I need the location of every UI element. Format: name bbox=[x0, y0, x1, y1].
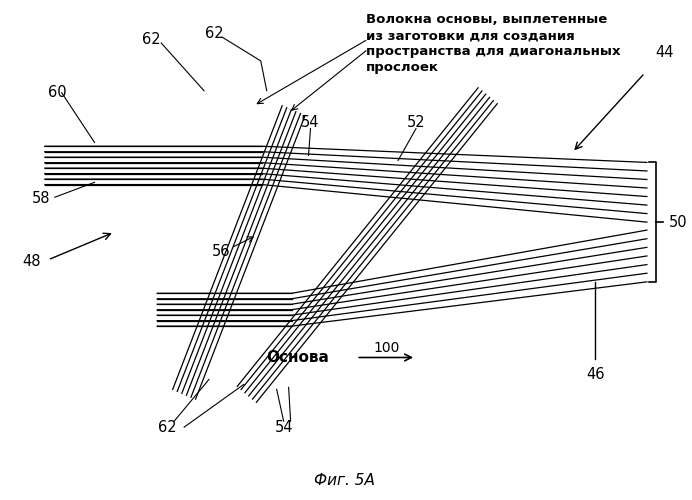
Text: 62: 62 bbox=[158, 420, 176, 434]
Text: Основа: Основа bbox=[266, 350, 329, 365]
Text: 50: 50 bbox=[668, 214, 687, 230]
Text: 48: 48 bbox=[22, 254, 40, 270]
Text: 60: 60 bbox=[48, 86, 66, 100]
Text: 54: 54 bbox=[301, 115, 320, 130]
Text: 58: 58 bbox=[32, 190, 51, 206]
Text: 52: 52 bbox=[407, 115, 426, 130]
Text: Фиг. 5А: Фиг. 5А bbox=[314, 474, 375, 488]
Text: 54: 54 bbox=[275, 420, 293, 434]
Text: 62: 62 bbox=[142, 32, 161, 46]
Text: 100: 100 bbox=[373, 340, 399, 354]
Text: 62: 62 bbox=[205, 26, 224, 40]
Text: 44: 44 bbox=[655, 46, 674, 60]
Text: 56: 56 bbox=[212, 244, 230, 260]
Text: Волокна основы, выплетенные
из заготовки для создания
пространства для диагональ: Волокна основы, выплетенные из заготовки… bbox=[366, 13, 621, 74]
Text: 46: 46 bbox=[586, 368, 604, 382]
